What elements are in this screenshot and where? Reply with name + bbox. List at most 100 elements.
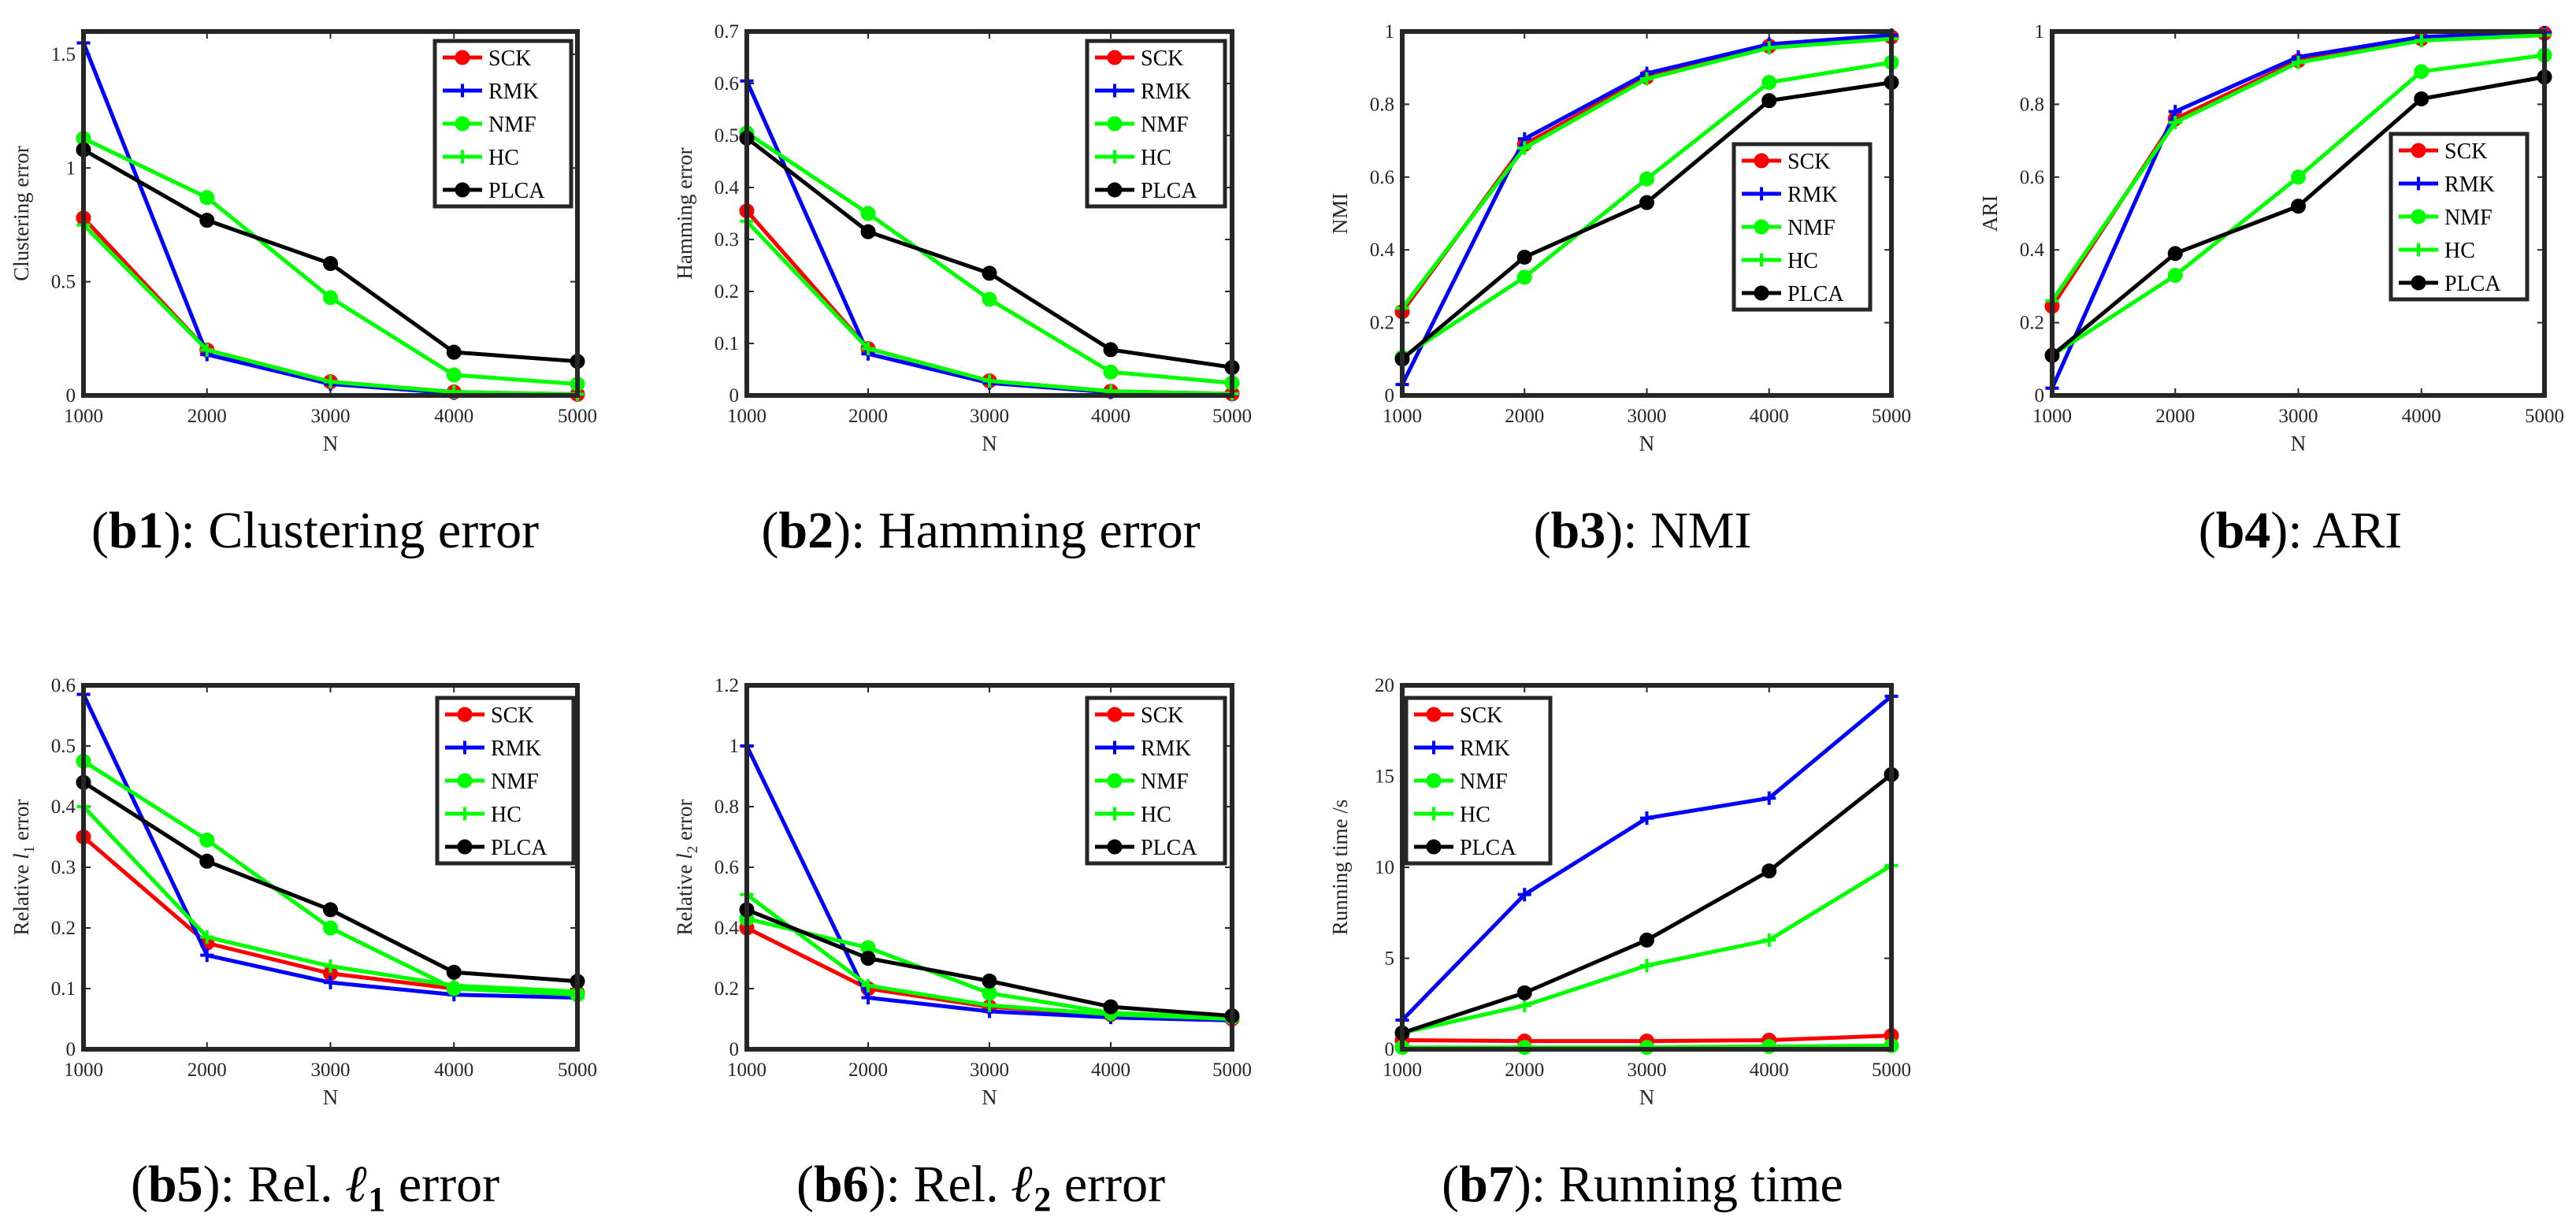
x-axis-label: N [1639, 432, 1655, 455]
legend-marker-nmf [1754, 219, 1769, 235]
y-tick-label: 0 [729, 1039, 740, 1060]
legend-label-plca: PLCA [1141, 179, 1197, 203]
y-tick-label: 0.2 [715, 978, 739, 1000]
x-tick-label: 5000 [558, 1059, 597, 1081]
data-point-plca [982, 973, 997, 989]
y-tick-label: 0 [66, 385, 76, 406]
data-point-nmf [860, 206, 876, 221]
legend-label-hc: HC [1787, 249, 1818, 273]
series-hc [2045, 28, 2552, 308]
y-tick-label: 0.2 [2020, 313, 2044, 334]
data-point-rmk [200, 948, 214, 963]
plot-frame [744, 29, 1234, 398]
x-tick-label: 1000 [727, 1059, 766, 1081]
legend-label-hc: HC [488, 146, 519, 170]
y-tick-label: 0.4 [715, 177, 740, 199]
legend-label-nmf: NMF [2444, 206, 2492, 230]
x-tick-label: 1000 [1383, 406, 1422, 427]
plot-frame [2050, 29, 2547, 398]
data-point-hc [2291, 55, 2306, 69]
data-point-plca [1516, 249, 1532, 265]
y-tick-label: 1.5 [51, 44, 76, 65]
y-tick-label: 15 [1375, 766, 1394, 788]
legend-marker-rmk [1108, 740, 1122, 755]
legend-marker-plca [1107, 839, 1123, 855]
chart-b7: 0 5 10 15 20 1000 2000 3000 4000 5000 N Running tim… [1328, 675, 1911, 1213]
legend-marker-hc [1754, 253, 1769, 267]
data-point-plca [1516, 985, 1532, 1000]
legend-marker-sck [2411, 143, 2426, 158]
legend: SCK RMK NMF HC PLCA [1404, 696, 1553, 866]
data-point-nmf [1761, 75, 1777, 91]
caption-b6: (b6): Rel. ℓ2 error [796, 1156, 1165, 1219]
legend-label-plca: PLCA [1460, 836, 1516, 860]
data-point-plca [2414, 91, 2429, 106]
x-tick-label: 5000 [558, 406, 597, 427]
legend-marker-sck [1107, 707, 1123, 722]
data-point-nmf [2167, 268, 2183, 284]
legend-label-plca: PLCA [1787, 282, 1844, 306]
legend-marker-rmk [1754, 187, 1769, 201]
y-tick-label: 0.2 [51, 918, 76, 939]
y-tick-label: 1 [66, 158, 76, 179]
x-tick-label: 1000 [64, 1059, 103, 1081]
data-point-hc [1762, 933, 1776, 947]
data-point-nmf [1516, 269, 1532, 285]
legend-label-rmk: RMK [1460, 737, 1510, 761]
legend: SCK RMK NMF HC PLCA [1085, 39, 1227, 209]
legend-marker-plca [1426, 839, 1442, 855]
y-tick-label: 0.6 [715, 857, 739, 878]
x-axis-label: N [323, 432, 339, 455]
legend-label-plca: PLCA [2444, 272, 2501, 296]
y-axis-label: Clustering error [9, 146, 33, 281]
x-tick-label: 3000 [311, 1059, 351, 1081]
chart-b4: 0 0.2 0.4 0.6 0.8 1 1000 2000 3000 4000 5000 N ARI SC… [1978, 21, 2564, 559]
x-tick-label: 2000 [848, 1059, 888, 1081]
data-point-plca [2291, 199, 2306, 214]
legend-marker-rmk [2411, 176, 2426, 191]
legend-label-plca: PLCA [491, 836, 547, 860]
plot-frame [81, 683, 580, 1052]
chart-b1: 0 0.5 1 1.5 1000 2000 3000 4000 5000 N Clustering … [9, 29, 597, 559]
data-point-nmf [1639, 171, 1654, 187]
legend-label-sck: SCK [491, 703, 533, 728]
x-tick-label: 1000 [1383, 1059, 1422, 1081]
legend: SCK RMK NMF HC PLCA [1732, 142, 1873, 312]
y-tick-label: 0.3 [51, 857, 76, 878]
x-tick-label: 4000 [1091, 406, 1130, 427]
data-point-plca [982, 265, 997, 281]
x-tick-label: 2000 [2155, 406, 2195, 427]
y-tick-label: 0.3 [715, 229, 739, 250]
data-point-rmk [1639, 811, 1654, 826]
legend-marker-nmf [1107, 773, 1123, 789]
x-tick-label: 5000 [1212, 1059, 1252, 1081]
legend-marker-sck [1754, 153, 1769, 169]
data-point-hc [861, 978, 875, 993]
x-tick-label: 3000 [970, 406, 1009, 427]
legend-marker-sck [1107, 50, 1123, 65]
data-point-plca [199, 853, 215, 869]
legend-marker-hc [455, 150, 470, 164]
x-axis-label: N [2291, 432, 2307, 455]
y-tick-label: 0.8 [2020, 94, 2044, 115]
data-point-hc [982, 998, 997, 1012]
data-point-hc [200, 343, 214, 357]
legend-label-rmk: RMK [488, 80, 539, 104]
legend-marker-nmf [2411, 209, 2426, 225]
data-point-plca [1639, 195, 1654, 210]
legend-label-plca: PLCA [488, 179, 545, 203]
x-tick-label: 4000 [1750, 1059, 1789, 1081]
legend-label-hc: HC [1141, 803, 1171, 827]
y-tick-label: 0.2 [715, 281, 739, 302]
legend: SCK RMK NMF HC PLCA [432, 39, 573, 209]
legend-marker-sck [1426, 707, 1442, 722]
chart-b2: 0 0.1 0.2 0.3 0.4 0.5 0.6 0.7 1000 2000 3000 4000 50… [673, 21, 1252, 559]
data-point-hc [2415, 34, 2429, 48]
legend-label-nmf: NMF [1141, 770, 1189, 794]
y-tick-label: 0.6 [1370, 167, 1394, 188]
plot-frame [744, 683, 1234, 1052]
legend-label-plca: PLCA [1141, 836, 1197, 860]
legend-label-rmk: RMK [1141, 737, 1191, 761]
y-tick-label: 0.6 [2020, 167, 2044, 188]
data-point-hc [1517, 999, 1531, 1013]
